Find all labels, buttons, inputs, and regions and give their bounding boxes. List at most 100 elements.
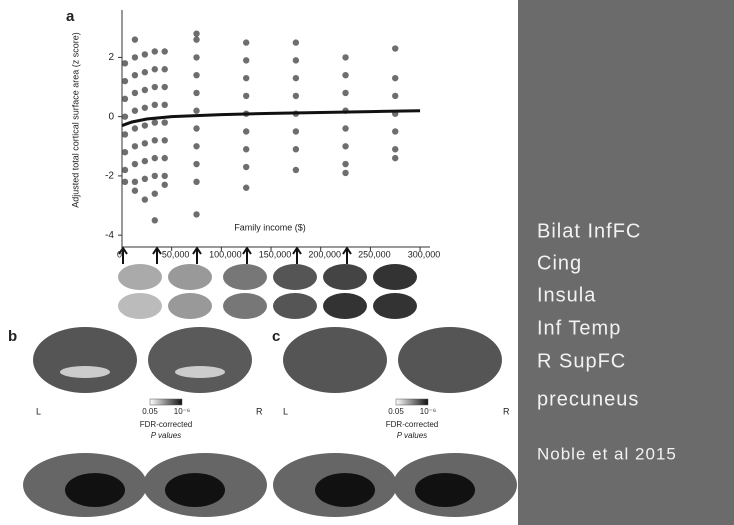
data-point — [342, 125, 349, 132]
data-point — [193, 30, 200, 37]
data-point — [131, 143, 139, 150]
scale-label: 10⁻⁶ — [420, 407, 436, 416]
scale-title: FDR-corrected — [386, 420, 438, 429]
data-point — [161, 181, 168, 188]
data-point — [141, 122, 149, 129]
x-tick-label: 150,000 — [259, 249, 292, 259]
x-tick-label: 0 — [117, 249, 122, 259]
data-point — [121, 77, 129, 85]
data-point — [151, 154, 158, 162]
panel-label: c — [272, 328, 280, 345]
y-tick-label: -2 — [105, 171, 114, 182]
x-tick-label: 250,000 — [358, 249, 391, 259]
x-axis-label: Family income ($) — [234, 222, 306, 232]
x-tick-label: 300,000 — [408, 249, 441, 259]
data-point — [342, 169, 349, 177]
brain — [283, 327, 387, 393]
y-tick-label: -4 — [105, 230, 114, 241]
brain — [33, 327, 137, 393]
data-point — [193, 160, 200, 168]
data-point — [141, 175, 149, 183]
data-point — [121, 60, 129, 67]
hemisphere-label: R — [256, 406, 263, 416]
data-point — [131, 107, 139, 114]
brain-thumb — [323, 264, 367, 290]
brain-thumb — [168, 293, 212, 319]
sidebar-item: Inf Temp — [537, 317, 621, 339]
brain-thumb — [168, 264, 212, 290]
brain-region — [415, 473, 475, 507]
data-point — [131, 54, 139, 61]
colorbar — [395, 398, 429, 406]
arrow — [342, 246, 352, 264]
data-point — [131, 36, 139, 43]
data-point — [121, 149, 129, 156]
brain-thumbnails — [118, 264, 417, 319]
sidebar-item: Insula — [537, 284, 596, 306]
brain-thumb — [273, 264, 317, 290]
data-point — [141, 69, 149, 76]
data-point — [161, 119, 168, 126]
data-point — [292, 39, 300, 46]
data-point — [292, 57, 300, 64]
brain-thumb — [223, 293, 267, 319]
hemisphere-label: L — [283, 406, 288, 416]
panel-label: b — [8, 328, 17, 345]
y-axis-label: Adjusted total cortical surface area (z … — [70, 32, 80, 208]
scale-label: 0.05 — [142, 407, 158, 416]
data-point — [121, 178, 129, 186]
arrows — [118, 246, 352, 264]
data-point — [193, 125, 200, 132]
data-point — [121, 113, 129, 120]
brain-thumb — [118, 293, 162, 319]
data-point — [342, 160, 349, 168]
scatter-plot: -4 -2 0 2 0 50,000 100,000 150,000 200,000 250,00… — [105, 10, 440, 259]
brain-thumb — [373, 264, 417, 290]
arrow — [152, 246, 162, 264]
data-point — [193, 211, 200, 218]
fit-line — [121, 109, 421, 127]
sidebar-item: Bilat InfFC — [537, 220, 641, 242]
data-point — [131, 89, 139, 97]
data-point — [161, 101, 168, 109]
y-tick-label: 2 — [108, 52, 114, 63]
brain — [398, 327, 502, 393]
data-point — [131, 125, 139, 132]
data-point — [242, 163, 250, 171]
arrow — [192, 246, 202, 264]
data-point — [141, 196, 149, 203]
data-point — [392, 128, 399, 135]
data-point — [242, 184, 250, 191]
data-point — [342, 89, 349, 97]
data-point — [193, 143, 200, 150]
data-point — [242, 39, 250, 46]
data-point — [161, 137, 168, 144]
data-point — [151, 119, 158, 126]
brain-thumb — [273, 293, 317, 319]
data-point — [342, 143, 349, 150]
data-point — [292, 74, 300, 82]
data-point — [292, 128, 300, 135]
data-point — [193, 178, 200, 186]
brain-thumb — [223, 264, 267, 290]
scale-title: FDR-corrected — [140, 420, 192, 429]
data-point — [242, 74, 250, 82]
data-point — [141, 104, 149, 111]
arrow — [242, 246, 252, 264]
data-point — [342, 54, 349, 61]
data-point — [242, 146, 250, 153]
data-point — [151, 217, 158, 224]
data-point — [242, 128, 250, 135]
data-point — [292, 146, 300, 153]
panel-b: b L R 0.05 10⁻⁶ FDR-corrected P values — [8, 327, 267, 517]
scale-subtitle: P values — [397, 431, 427, 440]
sidebar-bg — [518, 0, 734, 525]
y-tick-label: 0 — [108, 111, 114, 122]
data-point — [131, 187, 139, 194]
brain-region — [60, 366, 110, 378]
data-point — [392, 74, 399, 82]
panel-c: c L R 0.05 10⁻⁶ FDR-corrected P values — [272, 327, 517, 517]
data-point — [141, 140, 149, 147]
